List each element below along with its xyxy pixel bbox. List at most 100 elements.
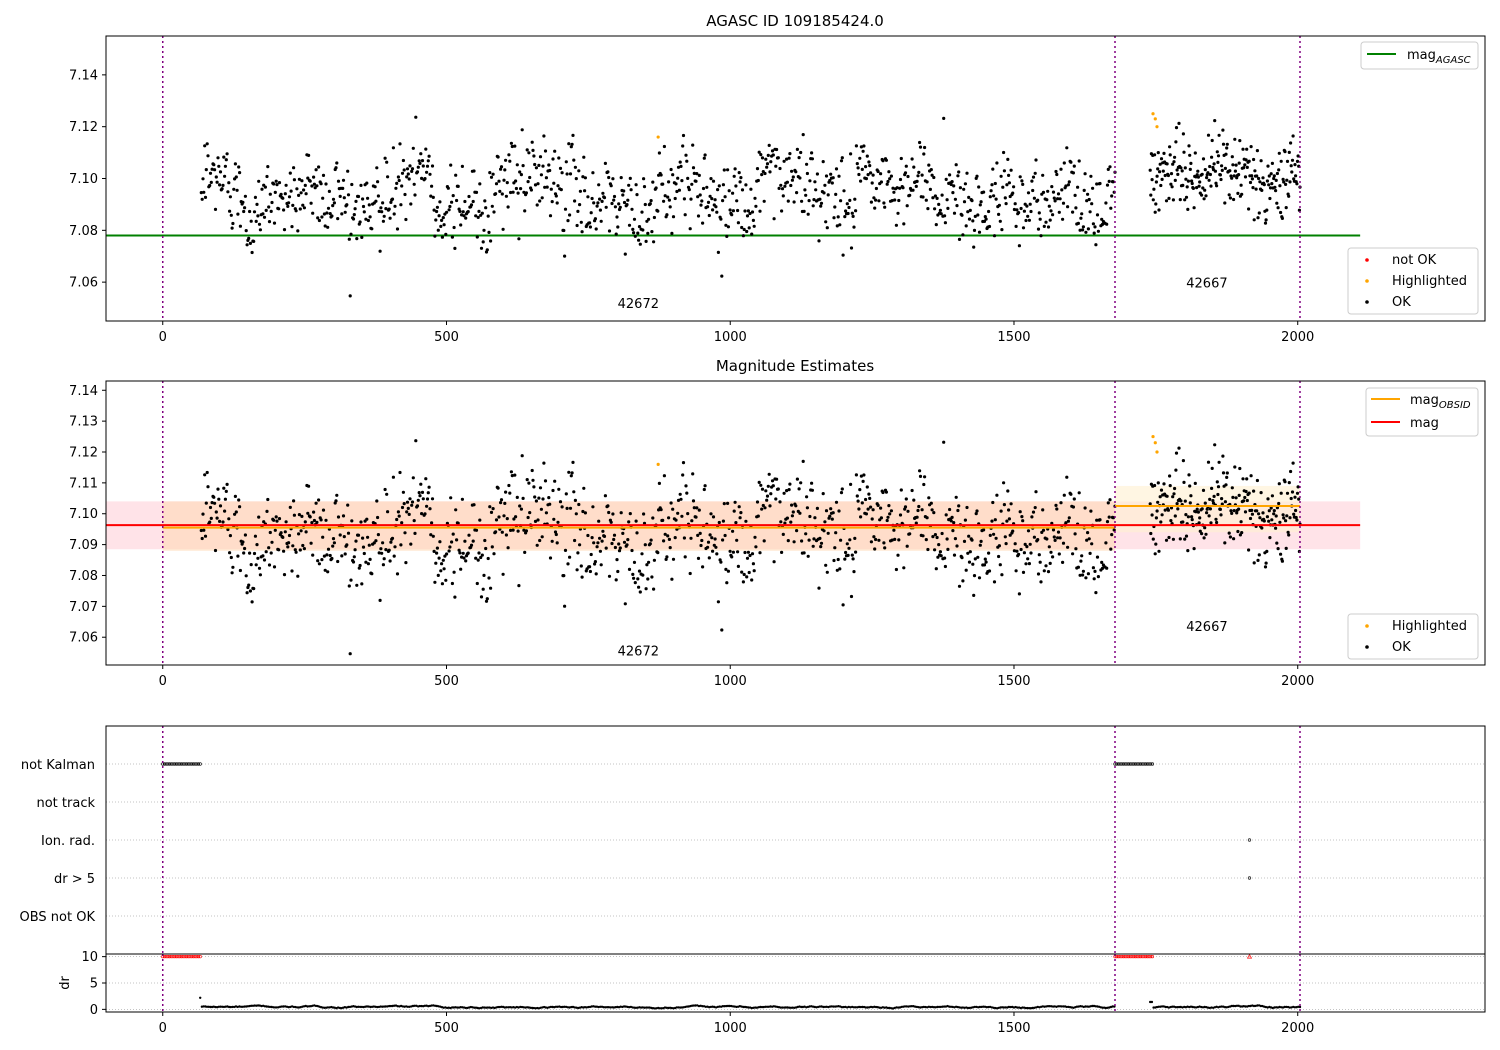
data-point-ok xyxy=(487,230,491,234)
data-point-ok xyxy=(669,501,673,505)
data-point-ok xyxy=(743,209,747,213)
data-point-ok xyxy=(821,492,825,496)
data-point-ok xyxy=(1198,529,1202,533)
dr-clipped-marker xyxy=(1135,955,1139,959)
data-point-ok xyxy=(452,570,456,574)
data-point-ok xyxy=(1009,168,1013,172)
data-point-ok xyxy=(1086,572,1090,576)
data-point-ok xyxy=(1294,508,1298,513)
data-point-ok xyxy=(997,212,1001,216)
data-point-ok xyxy=(450,540,454,544)
data-point-ok xyxy=(1168,153,1172,157)
data-point-ok xyxy=(621,531,625,536)
data-point-ok xyxy=(273,190,277,194)
data-point-ok xyxy=(656,209,660,213)
data-point-ok xyxy=(552,181,556,185)
data-point-ok xyxy=(1236,191,1240,195)
data-point-ok xyxy=(1188,484,1192,488)
data-point-ok xyxy=(1105,566,1109,570)
dr-clipped-marker xyxy=(1138,955,1143,959)
dr-point xyxy=(713,1005,716,1009)
data-point-ok xyxy=(476,215,480,219)
data-point-ok xyxy=(770,149,775,153)
dr-point xyxy=(760,1005,764,1009)
data-point-ok xyxy=(689,536,693,540)
data-point-ok xyxy=(671,557,676,561)
data-point-ok xyxy=(434,218,438,222)
data-point-ok xyxy=(593,562,597,566)
agasc-ytick-label: 7.12 xyxy=(69,120,98,135)
dr-clipped-marker xyxy=(196,955,201,959)
dr-clipped-marker xyxy=(1144,955,1148,959)
data-point-ok xyxy=(588,569,593,574)
dr-point xyxy=(943,1005,946,1008)
data-point-ok xyxy=(1251,186,1255,190)
dr-clipped-marker xyxy=(1142,955,1146,959)
data-point-ok xyxy=(854,144,859,148)
data-point-ok xyxy=(1079,216,1083,220)
data-point-ok xyxy=(244,229,248,233)
data-point-ok xyxy=(800,199,804,203)
data-point-ok xyxy=(1252,561,1256,565)
data-point-ok xyxy=(1247,159,1251,163)
data-point-ok xyxy=(302,547,306,551)
data-point-ok xyxy=(642,185,647,189)
data-point-ok xyxy=(825,570,829,574)
data-point-ok xyxy=(519,173,524,177)
data-point-ok xyxy=(984,217,988,221)
data-point-ok xyxy=(967,195,971,199)
data-point-ok xyxy=(1273,185,1277,189)
data-point-ok xyxy=(785,489,789,493)
data-point-ok xyxy=(1213,119,1217,123)
data-point-ok xyxy=(1154,202,1158,206)
data-point-ok xyxy=(257,515,261,519)
data-point-ok xyxy=(1157,208,1161,212)
data-point-ok xyxy=(715,552,719,556)
data-point-ok xyxy=(384,548,388,552)
data-point-ok xyxy=(375,166,379,170)
data-point-ok xyxy=(362,551,366,556)
data-point-ok xyxy=(790,169,794,173)
data-point-ok xyxy=(1012,549,1017,553)
dr-clipped-marker xyxy=(1125,955,1129,959)
data-point-ok xyxy=(216,156,220,160)
data-point-ok xyxy=(767,472,771,476)
data-point-ok xyxy=(720,274,724,278)
data-point-ok xyxy=(1186,515,1190,519)
data-point-ok xyxy=(322,554,326,558)
data-point-ok xyxy=(702,156,706,160)
data-point-ok xyxy=(1015,549,1019,553)
data-point-ok xyxy=(222,486,226,490)
data-point-ok xyxy=(1074,547,1078,551)
data-point-ok xyxy=(390,197,395,201)
data-point-ok xyxy=(1211,501,1216,505)
data-point-ok xyxy=(944,177,948,181)
data-point-ok xyxy=(437,214,441,218)
data-point-ok xyxy=(786,199,790,203)
data-point-ok xyxy=(261,554,265,558)
data-point-ok xyxy=(1162,482,1166,486)
data-point-ok xyxy=(1087,197,1091,202)
data-point-ok xyxy=(583,511,588,515)
data-point-ok xyxy=(389,200,393,204)
dr-point xyxy=(531,1006,534,1010)
legend-label-ok: OK xyxy=(1392,295,1411,310)
data-point-ok xyxy=(917,170,921,174)
data-point-ok xyxy=(1272,509,1276,513)
data-point-ok xyxy=(670,231,674,235)
data-point-ok xyxy=(948,173,952,177)
data-point-ok xyxy=(1289,496,1293,501)
data-point-ok xyxy=(1239,183,1243,187)
data-point-ok xyxy=(828,514,832,518)
dr-point xyxy=(483,1006,486,1009)
data-point-ok xyxy=(1198,516,1202,520)
dr-point xyxy=(219,1005,222,1008)
data-point-ok xyxy=(756,178,760,183)
data-point-ok xyxy=(982,528,986,532)
data-point-ok xyxy=(1172,492,1176,496)
legend-swatch-ok xyxy=(1365,645,1369,649)
data-point-highlighted xyxy=(1155,450,1159,454)
data-point-ok xyxy=(730,213,734,217)
data-point-ok xyxy=(1235,511,1239,515)
data-point-ok xyxy=(361,197,365,201)
